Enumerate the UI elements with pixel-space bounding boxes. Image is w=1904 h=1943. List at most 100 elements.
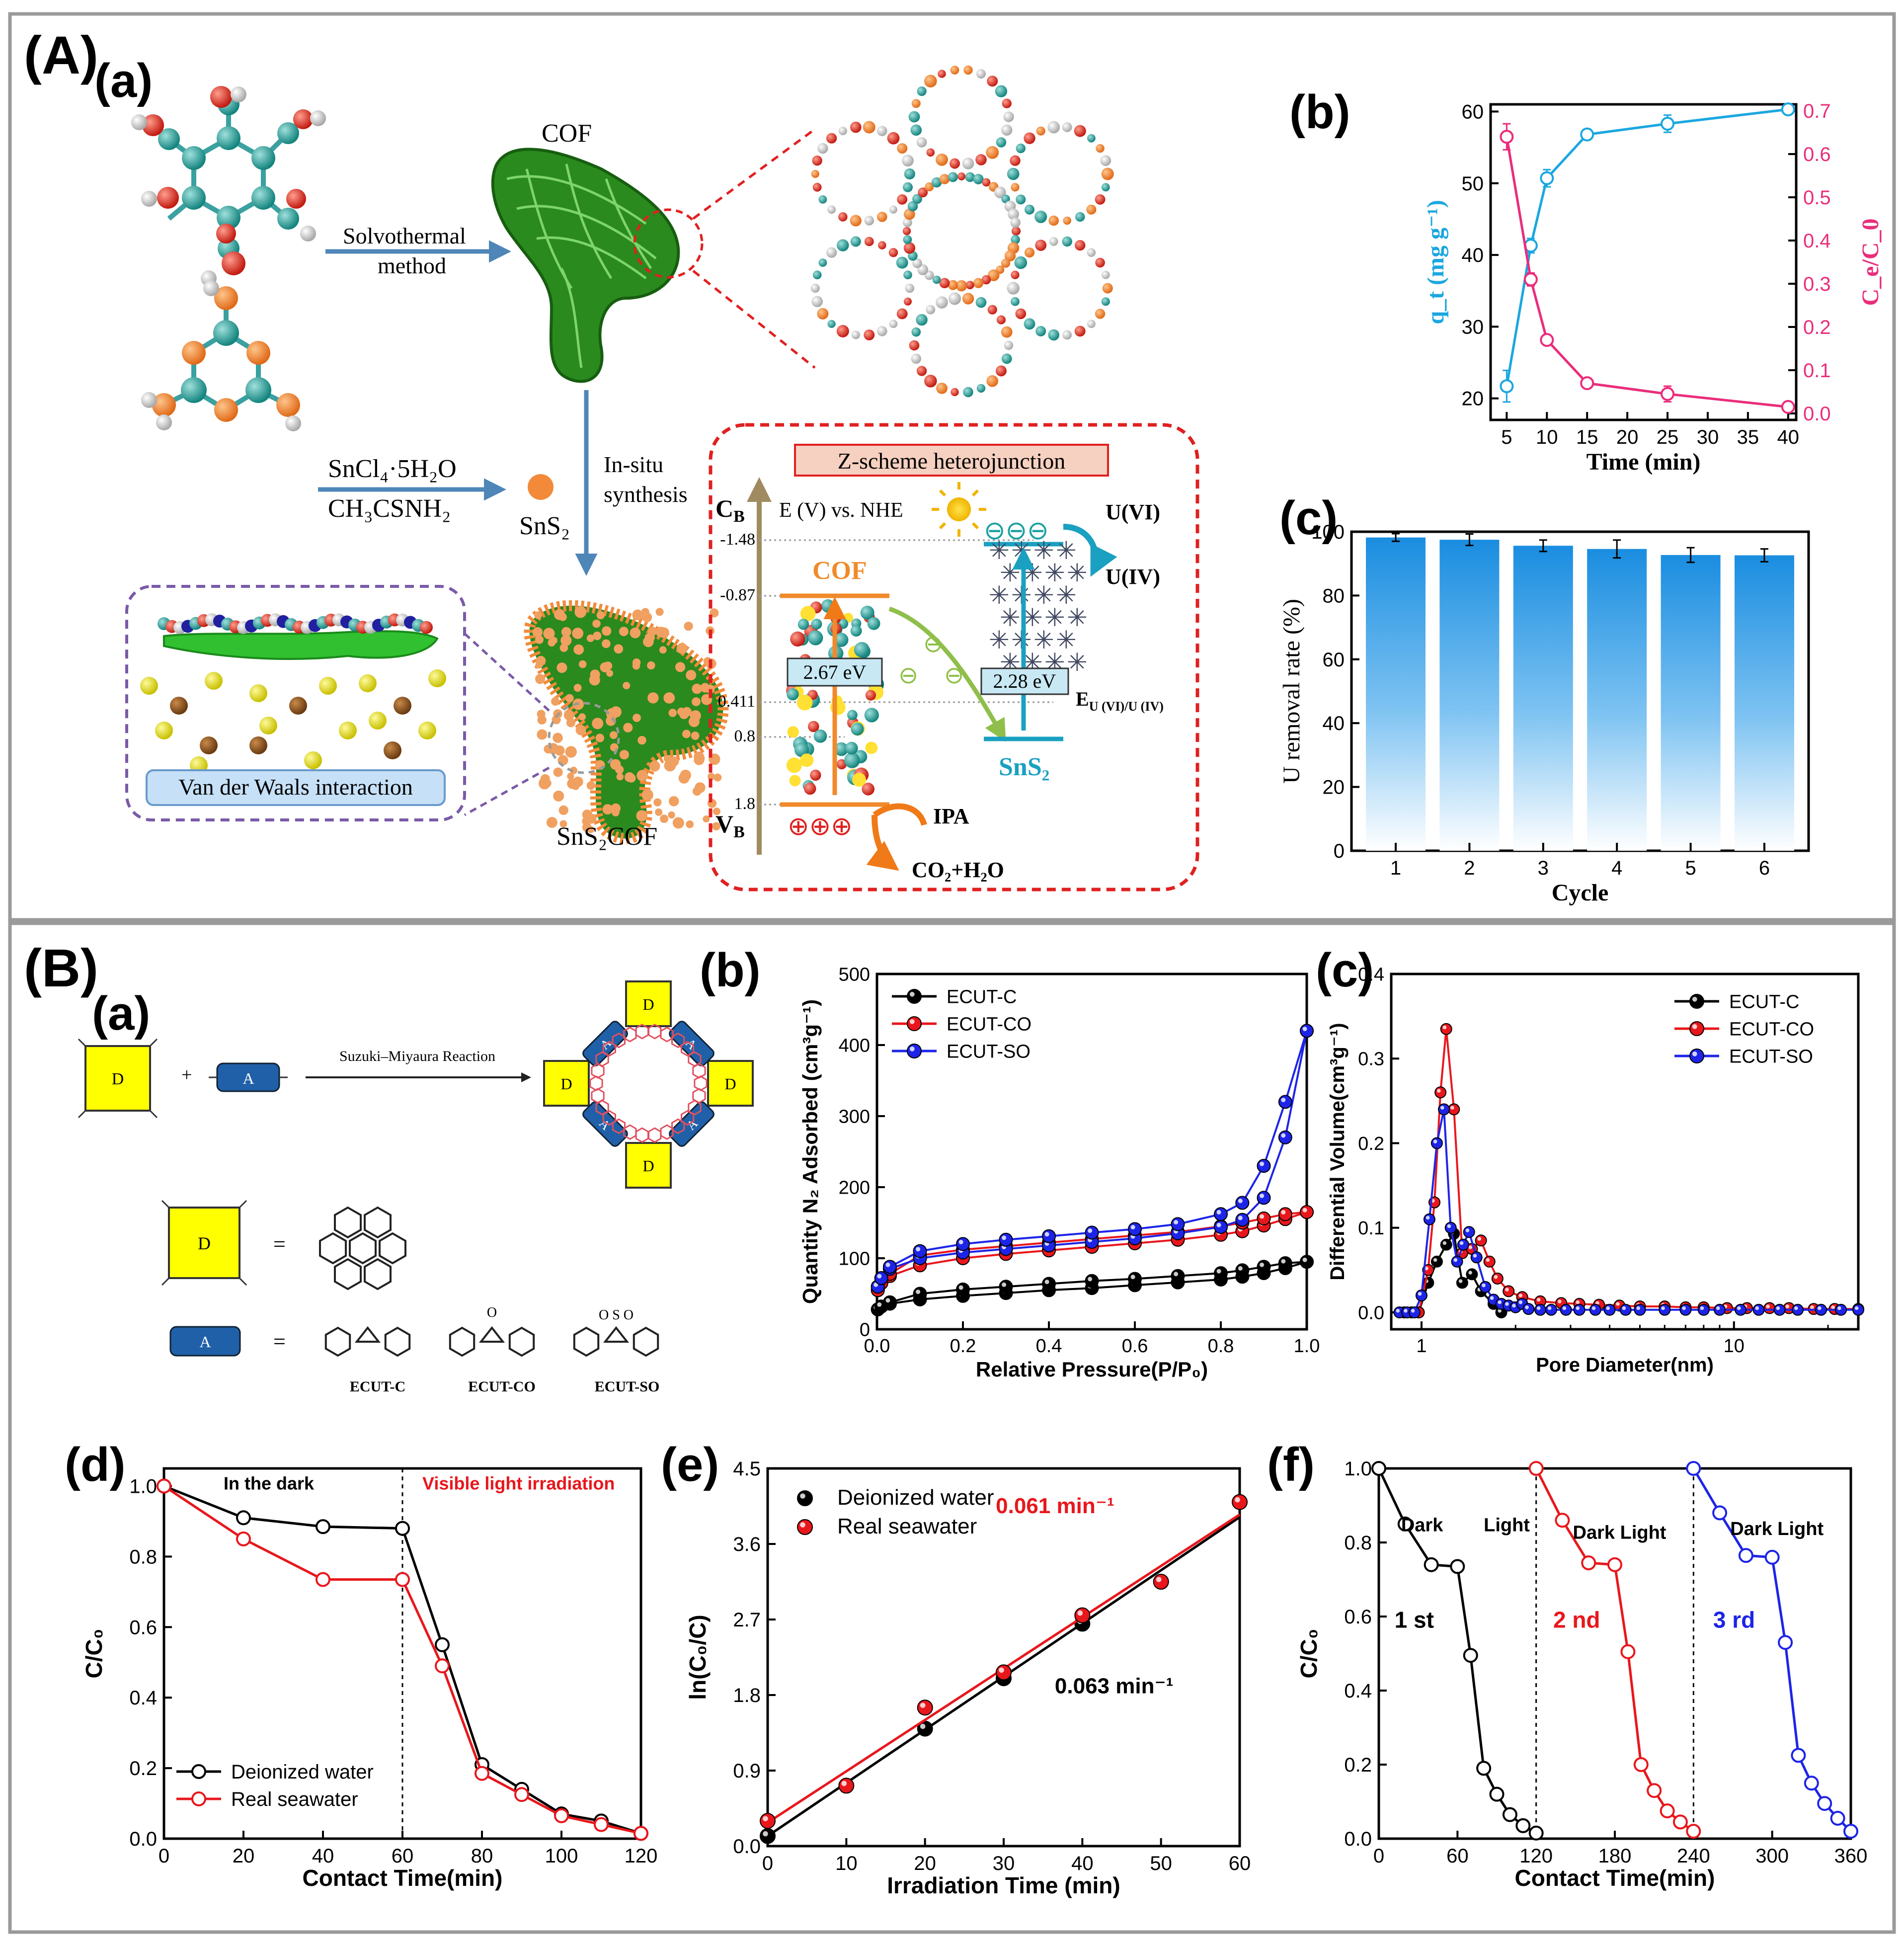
data-point-Real seawater bbox=[514, 1787, 529, 1802]
data-point-highlight bbox=[1477, 1237, 1482, 1241]
sns2-gap-box bbox=[980, 667, 1069, 695]
x-tick-label: 1.0 bbox=[1294, 1336, 1320, 1357]
label-A-a: (a) bbox=[94, 54, 153, 107]
sns2-particle bbox=[596, 611, 605, 620]
x-tick-label: 100 bbox=[545, 1845, 578, 1867]
cof-crystal-atom bbox=[796, 695, 813, 711]
framework-atom bbox=[1001, 353, 1012, 364]
x-axis-label: Contact Time(min) bbox=[1515, 1865, 1715, 1891]
sns2-crystal-icon: ✳✳✳✳✳✳✳✳✳✳✳✳✳✳✳✳✳✳✳✳✳✳✳✳ bbox=[989, 537, 1088, 676]
desorption-point-ECUT-SO bbox=[1300, 1024, 1314, 1038]
data-point-highlight bbox=[841, 1781, 847, 1786]
data-point-highlight bbox=[916, 1290, 921, 1295]
y-tick-label: 40 bbox=[1462, 244, 1484, 266]
framework-atom bbox=[887, 132, 900, 145]
data-point-highlight bbox=[885, 1262, 890, 1267]
cof-crystal-atom bbox=[811, 619, 822, 630]
framework-atom bbox=[1010, 155, 1021, 166]
framework-atom bbox=[827, 320, 836, 328]
data-point-highlight bbox=[1490, 1296, 1494, 1300]
data-point-highlight bbox=[999, 1667, 1004, 1673]
framework-atom bbox=[907, 201, 918, 212]
y-tick-label: 2.7 bbox=[733, 1609, 761, 1631]
framework-atom bbox=[1096, 144, 1105, 153]
data-point-Deionized water bbox=[760, 1828, 776, 1844]
acceptor-carbonyl-o: O bbox=[487, 1305, 497, 1320]
sns2-particle bbox=[559, 820, 567, 828]
framework-atom bbox=[1101, 270, 1110, 279]
chart-B-c-pore-size: 1 10 0.0 0.1 0.2 0.3 0.4 ECUT-C ECUT-CO ECUT-SO Po… bbox=[1327, 964, 1864, 1376]
framework-ring-unit bbox=[671, 1118, 685, 1134]
framework-atom bbox=[877, 126, 887, 136]
desorption-point-ECUT-C bbox=[883, 1295, 897, 1309]
product-ecut-so: ECUT-SO bbox=[595, 1378, 660, 1395]
framework-atom bbox=[1101, 297, 1110, 306]
sns2-particle bbox=[694, 754, 705, 765]
vdw-label-box bbox=[146, 769, 446, 806]
legend-label-Real seawater: Real seawater bbox=[837, 1514, 977, 1538]
data-point-highlight bbox=[1818, 1306, 1822, 1310]
data-point-highlight bbox=[1002, 1282, 1007, 1287]
zscheme-box bbox=[709, 423, 1199, 891]
triphenylene-ring bbox=[319, 1232, 347, 1265]
sns2-particle bbox=[695, 782, 706, 793]
framework-ring-unit bbox=[591, 1088, 605, 1104]
framework-donor-block bbox=[707, 1060, 754, 1107]
framework-atom bbox=[1048, 215, 1059, 226]
framework-atom bbox=[948, 280, 958, 290]
data-point-highlight bbox=[1810, 1305, 1814, 1309]
framework-atom bbox=[818, 258, 827, 267]
legend-marker-ECUT-C bbox=[907, 989, 922, 1004]
data-point-highlight bbox=[1433, 1139, 1437, 1143]
sns2-particle bbox=[637, 736, 646, 745]
bar-cycle-1 bbox=[1366, 537, 1426, 851]
sns2-particle bbox=[553, 732, 563, 743]
y-tick-label: 40 bbox=[1323, 713, 1345, 734]
data-point-highlight bbox=[1216, 1210, 1221, 1214]
framework-atom bbox=[995, 85, 1008, 97]
vdw-substrate-atom bbox=[418, 722, 436, 739]
products-label: CO₂+H₂O bbox=[912, 858, 1004, 882]
sns2-particle bbox=[686, 820, 694, 828]
y-tick-label: 100 bbox=[1311, 521, 1345, 543]
product-ecut-co: ECUT-CO bbox=[468, 1378, 536, 1395]
sns2-particle bbox=[655, 608, 664, 616]
y-tick-label: 300 bbox=[839, 1106, 870, 1127]
framework-donor-block bbox=[625, 1142, 672, 1189]
framework-atom bbox=[903, 218, 912, 228]
data-point-highlight bbox=[1576, 1306, 1580, 1310]
framework-donor-block bbox=[625, 980, 672, 1027]
molecule-1-icon bbox=[131, 86, 326, 286]
data-point-ECUT-CO bbox=[1475, 1234, 1487, 1247]
data-point-Deionized water bbox=[316, 1519, 330, 1535]
data-point-ECUT-SO bbox=[1545, 1303, 1557, 1316]
data-point-highlight bbox=[1776, 1306, 1780, 1310]
data-point-highlight bbox=[1458, 1279, 1463, 1283]
framework-donor-letter: D bbox=[642, 995, 654, 1013]
data-point-highlight bbox=[1661, 1306, 1665, 1310]
framework-atom bbox=[904, 168, 915, 180]
framework-atom bbox=[936, 154, 948, 166]
framework-atom bbox=[905, 283, 915, 293]
reaction-label: Suzuki–Miyaura Reaction bbox=[339, 1048, 495, 1064]
x-tick-label: 60 bbox=[1446, 1845, 1469, 1867]
electron-symbols: ⊖ ⊖ ⊖ bbox=[898, 631, 964, 689]
data-point-1 st bbox=[1528, 1825, 1544, 1841]
data-point-2 nd bbox=[1555, 1513, 1570, 1528]
sns2-particle bbox=[712, 822, 720, 831]
framework-atom bbox=[1062, 236, 1072, 247]
data-point-1 st bbox=[1397, 1516, 1413, 1532]
framework-atom bbox=[917, 86, 927, 96]
framework-atom bbox=[1007, 282, 1020, 295]
framework-atom bbox=[864, 329, 875, 340]
data-point-ECUT-SO bbox=[1415, 1289, 1428, 1301]
data-point-highlight bbox=[1636, 1306, 1640, 1310]
framework-atom bbox=[938, 70, 946, 78]
framework-atom bbox=[963, 65, 973, 75]
data-point-highlight bbox=[1281, 1259, 1286, 1264]
framework-atom bbox=[916, 137, 927, 148]
sns2-particle bbox=[692, 683, 702, 694]
data-point-highlight bbox=[1794, 1306, 1798, 1310]
cof-band-label: COF bbox=[812, 557, 867, 585]
framework-atom bbox=[1001, 326, 1013, 338]
